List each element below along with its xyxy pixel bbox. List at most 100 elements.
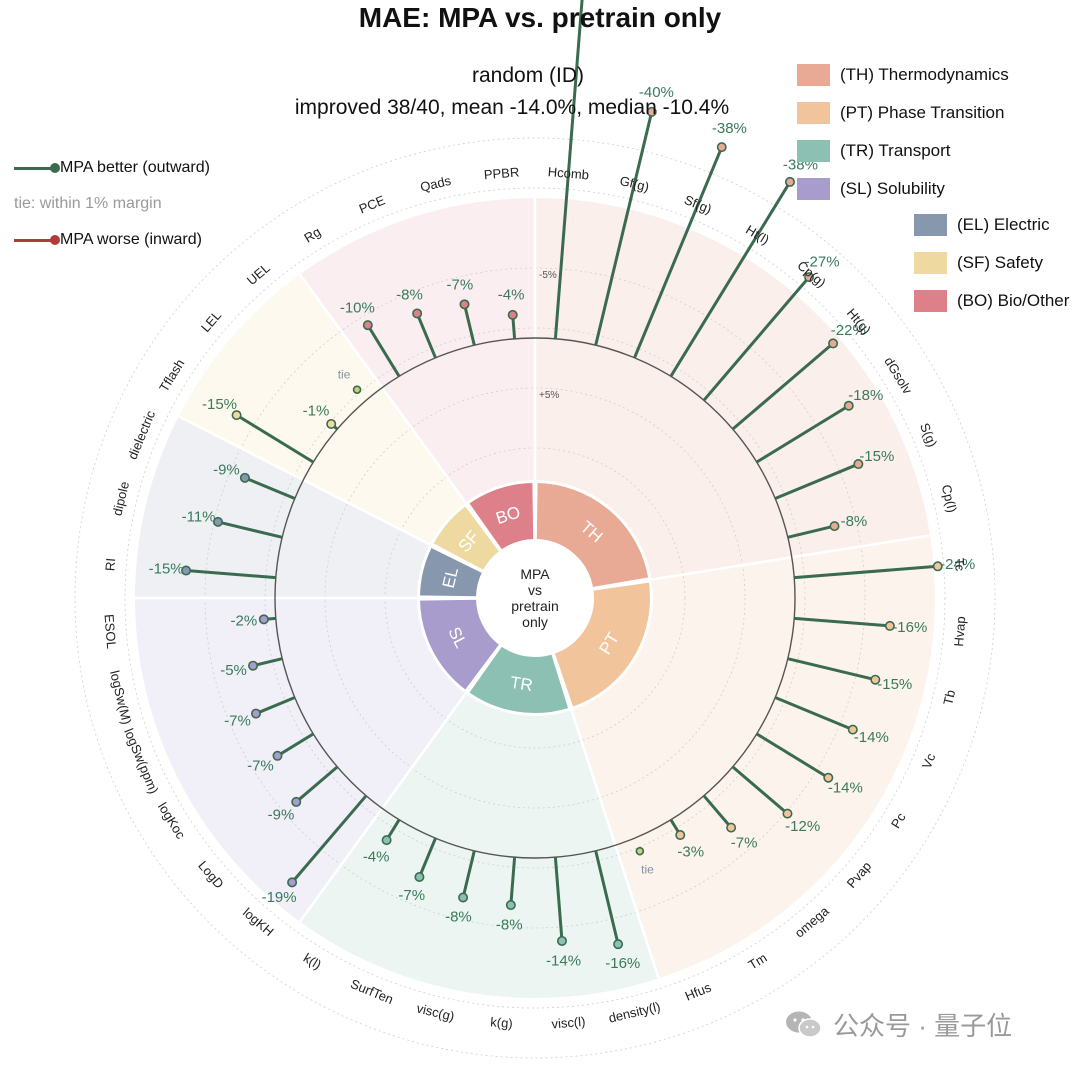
point-pvap xyxy=(782,808,793,819)
value-label-cp-g: -27% xyxy=(805,253,840,270)
legend-swatch-sf xyxy=(914,252,947,274)
legend-tie: tie: within 1% margin xyxy=(14,186,210,222)
stem-logkoc xyxy=(276,732,315,758)
baseline-circle xyxy=(274,337,796,859)
point-tflash xyxy=(231,410,242,421)
value-label-density-l: -16% xyxy=(605,955,640,972)
value-label-dgsolv: -18% xyxy=(848,387,883,404)
group-segment-el xyxy=(417,545,485,599)
point-lel xyxy=(326,418,337,429)
group-label-el: EL xyxy=(439,565,462,590)
point-s-g xyxy=(853,459,864,470)
center-label-0: MPA xyxy=(520,566,550,582)
legend-worse-marker xyxy=(14,234,60,246)
value-label-logsw-m: -5% xyxy=(220,662,247,679)
stem-ht-l xyxy=(669,181,792,378)
stem-visc-g xyxy=(461,850,476,898)
legend-label-sf: (SF) Safety xyxy=(957,253,1043,272)
value-label-qads: -7% xyxy=(446,276,473,293)
ref-ring-5 xyxy=(74,137,996,1059)
value-label-uel: tie xyxy=(338,367,351,381)
group-divider-tr xyxy=(569,707,660,979)
category-label-cp-l: Cp(l) xyxy=(939,483,960,514)
point-visc-g xyxy=(458,892,469,903)
legend-label-pt: (PT) Phase Transition xyxy=(840,103,1005,122)
category-label-ht-l: Ht(l) xyxy=(743,222,772,248)
group-bg-sf xyxy=(178,274,466,545)
legend-swatch-sl xyxy=(797,178,830,200)
group-bg-sl xyxy=(134,598,466,922)
chart-title: MAE: MPA vs. pretrain only xyxy=(358,2,722,33)
legend-swatch-bo xyxy=(914,290,947,312)
group-label-tr: TR xyxy=(509,673,534,695)
point-esol xyxy=(258,614,269,625)
value-label-logkoc: -7% xyxy=(247,758,274,775)
stem-cp-l xyxy=(787,524,835,539)
stem-dipole xyxy=(217,520,283,539)
point-rg xyxy=(362,320,373,331)
wechat-icon xyxy=(785,1010,823,1040)
ring-label-plus5: +5% xyxy=(539,390,559,401)
value-label-s-g: -15% xyxy=(859,448,894,465)
value-label-logkh: -19% xyxy=(262,889,297,906)
point-dipole xyxy=(213,516,224,527)
stem-rg xyxy=(366,324,401,378)
category-label-ppbr: PPBR xyxy=(483,164,519,182)
category-label-hcomb: Hcomb xyxy=(547,164,589,182)
category-label-pvap: Pvap xyxy=(844,859,875,891)
point-ht-l xyxy=(784,176,795,187)
ring-label-minus5: -5% xyxy=(539,270,557,281)
stem-visc-l xyxy=(553,857,564,942)
category-label-dielectric: dielectric xyxy=(125,408,159,462)
point-gf-g xyxy=(646,106,657,117)
group-divider-sl xyxy=(298,691,468,923)
point-tb xyxy=(870,674,881,685)
watermark: 公众号 · 量子位 xyxy=(785,1006,1012,1043)
group-divider-pt xyxy=(649,534,931,582)
category-label-surften: SurfTen xyxy=(348,976,395,1007)
category-label-logsw-ppm: logSw(ppm) xyxy=(121,726,161,796)
value-label-tflash: -15% xyxy=(202,396,237,413)
stem-pce xyxy=(415,312,437,359)
category-label-tflash: Tflash xyxy=(156,356,187,394)
legend-group-sl: (SL) Solubility xyxy=(797,170,1009,208)
value-label-vc: -14% xyxy=(854,729,889,746)
legend-group-sf: (SF) Safety xyxy=(914,244,1069,282)
legend-group-pt: (PT) Phase Transition xyxy=(797,94,1009,132)
value-label-cp-l: -8% xyxy=(841,513,868,530)
category-label-s-g: S(g) xyxy=(917,421,940,449)
legend-tie-label: tie: within 1% margin xyxy=(14,195,162,212)
legend-worse: MPA worse (inward) xyxy=(14,222,210,258)
category-label-tb: Tb xyxy=(940,688,958,706)
value-label-k-g: -8% xyxy=(496,916,523,933)
value-label-hfus: tie xyxy=(641,863,654,877)
value-label-visc-g: -8% xyxy=(445,908,472,925)
point-ht-g xyxy=(828,338,839,349)
point-sf-g xyxy=(716,142,727,153)
legend-group-el: (EL) Electric xyxy=(914,206,1069,244)
stem-k-g xyxy=(509,857,517,906)
point-vc xyxy=(847,724,858,735)
category-label-k-l: k(l) xyxy=(301,950,324,972)
category-label-omega: omega xyxy=(792,903,833,941)
legend-label-el: (EL) Electric xyxy=(957,215,1050,234)
value-label-sf-g: -38% xyxy=(712,120,747,137)
stem-hcomb xyxy=(553,0,584,339)
ref-ring-4 xyxy=(124,187,946,1009)
category-label-logkh: logKH xyxy=(240,905,277,939)
stem-hvap xyxy=(794,616,891,628)
value-label-dielectric: -9% xyxy=(213,462,240,479)
direction-legend: MPA better (outward) tie: within 1% marg… xyxy=(14,150,210,258)
category-label-visc-g: visc(g) xyxy=(415,1000,456,1024)
value-label-logd: -9% xyxy=(268,806,295,823)
category-label-density-l: density(l) xyxy=(607,999,662,1026)
stem-pc xyxy=(755,732,830,780)
value-label-tb: -15% xyxy=(877,676,912,693)
legend-swatch-pt xyxy=(797,102,830,124)
point-dielectric xyxy=(239,472,250,483)
group-divider-bo xyxy=(298,273,468,505)
group-bg-bo xyxy=(299,198,535,503)
point-dgsolv xyxy=(843,400,854,411)
group-legend-2: (EL) Electric (SF) Safety (BO) Bio/Other xyxy=(914,206,1069,320)
